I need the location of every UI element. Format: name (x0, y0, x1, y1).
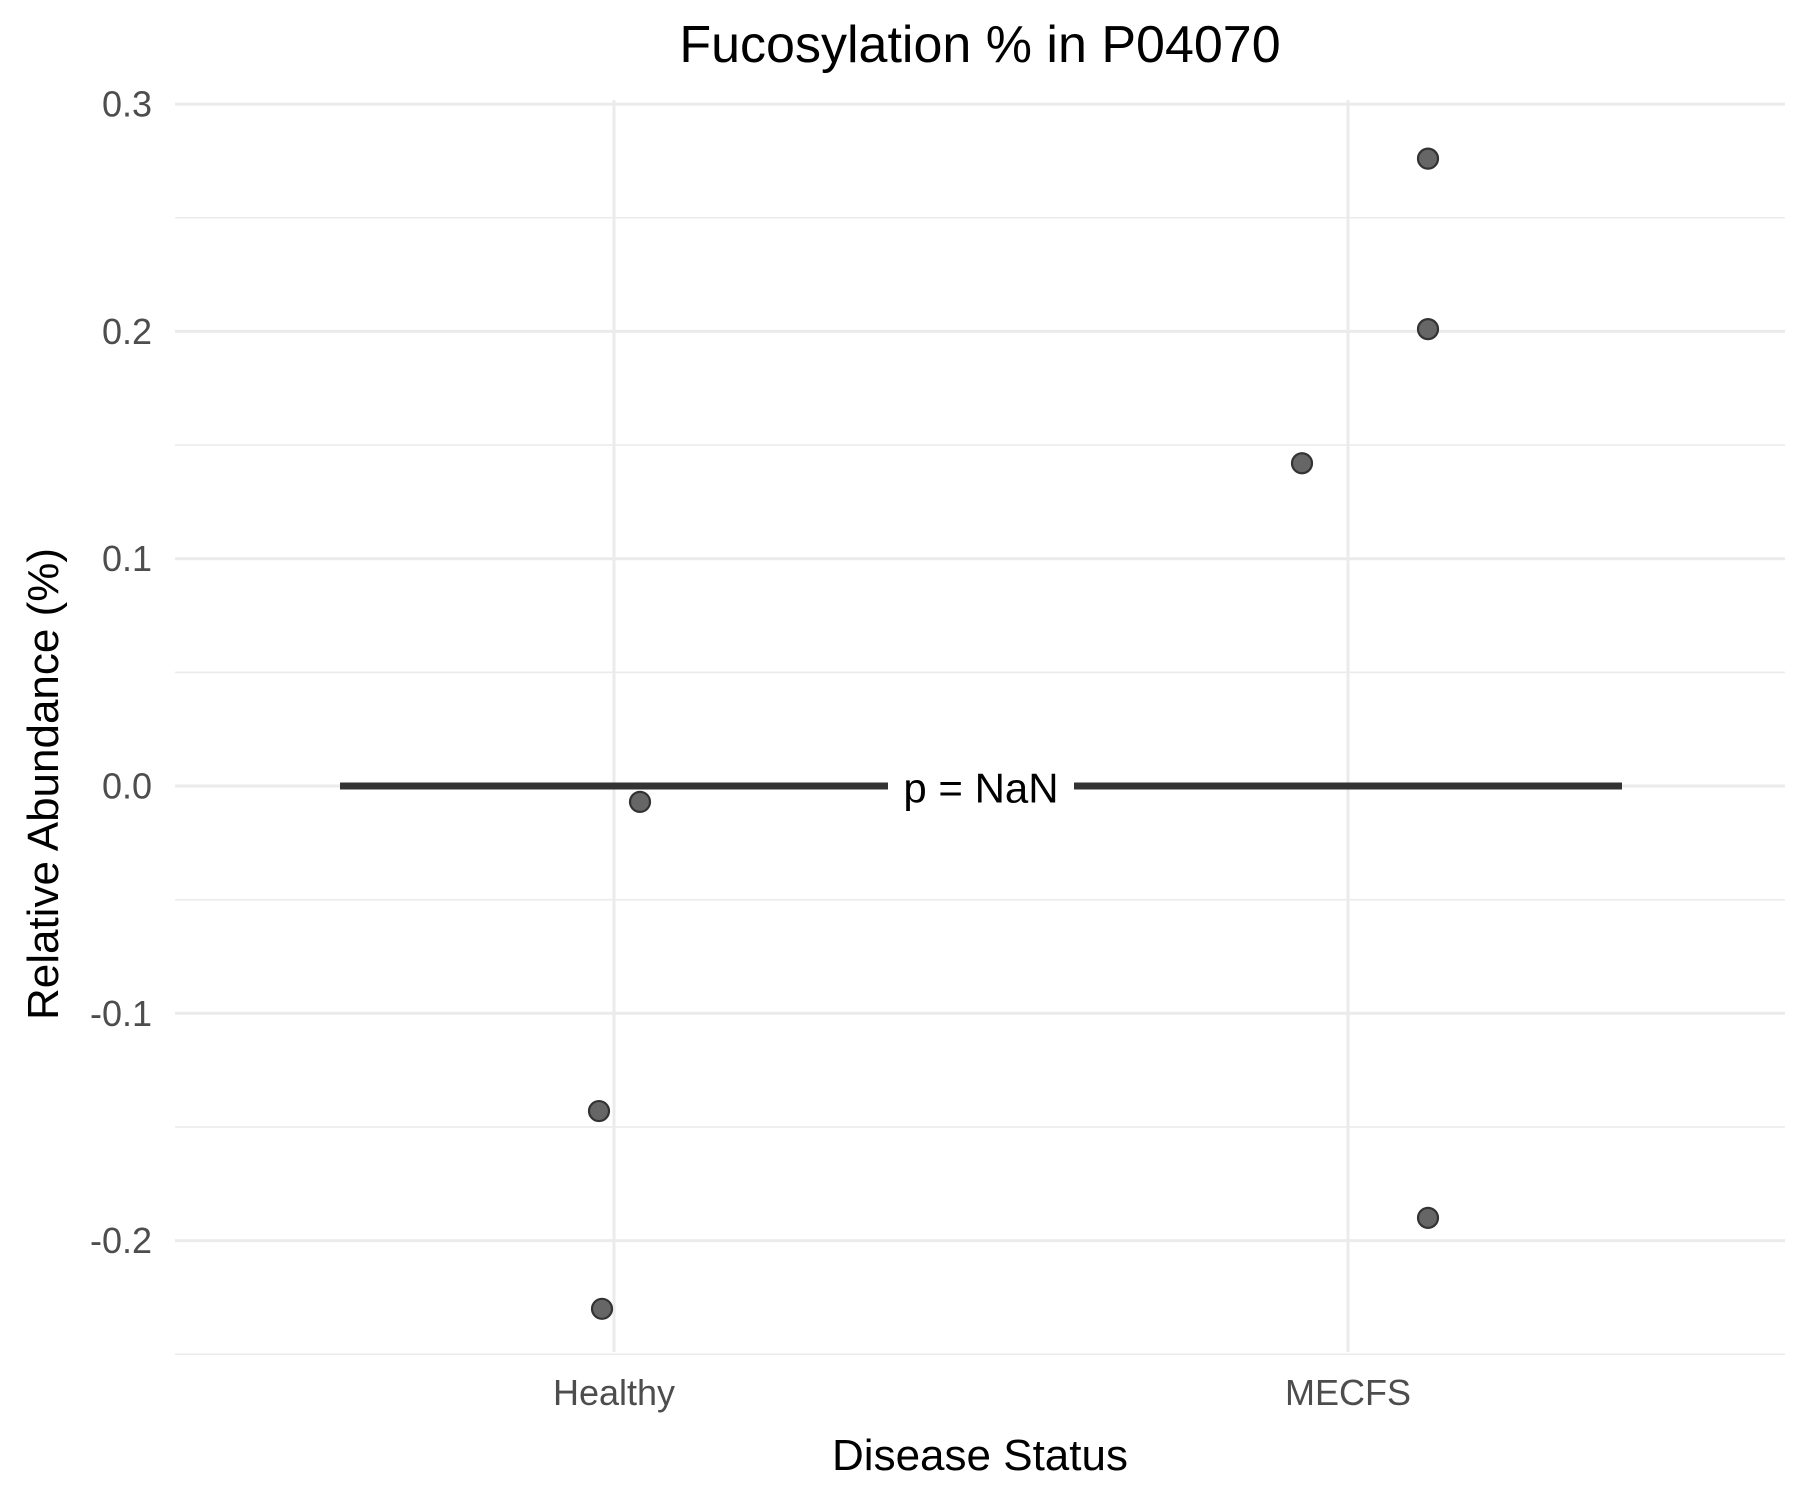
minor-gridlines (175, 216, 1785, 1356)
y-axis-title: Relative Abundance (%) (19, 548, 68, 1020)
comparison-p-value-label: p = NaN (903, 765, 1058, 812)
data-point (1416, 147, 1440, 170)
x-axis-tick-labels: Healthy MECFS (553, 1372, 1411, 1413)
data-point (628, 790, 652, 814)
data-point (587, 1099, 611, 1123)
y-tick-label: -0.1 (90, 993, 152, 1034)
x-tick-label: Healthy (553, 1372, 675, 1413)
y-tick-label: -0.2 (90, 1220, 152, 1261)
y-tick-label: 0.2 (102, 311, 152, 352)
data-point (1416, 318, 1440, 341)
y-tick-label: 0.1 (102, 538, 152, 579)
data-points (587, 147, 1440, 1320)
chart-title: Fucosylation % in P04070 (679, 16, 1280, 74)
comparison-label-background (888, 756, 1074, 816)
x-axis-title: Disease Status (832, 1431, 1128, 1480)
comparison-bracket: p = NaN (340, 756, 1622, 816)
data-point (1416, 1206, 1440, 1229)
y-tick-label: 0.0 (102, 766, 152, 807)
y-axis-tick-labels: 0.3 0.2 0.1 0.0 -0.1 -0.2 (90, 84, 152, 1261)
data-point (590, 1297, 614, 1320)
y-tick-label: 0.3 (102, 84, 152, 125)
x-tick-label: MECFS (1285, 1372, 1411, 1413)
major-gridlines (175, 100, 1785, 1352)
data-point (1290, 452, 1314, 475)
